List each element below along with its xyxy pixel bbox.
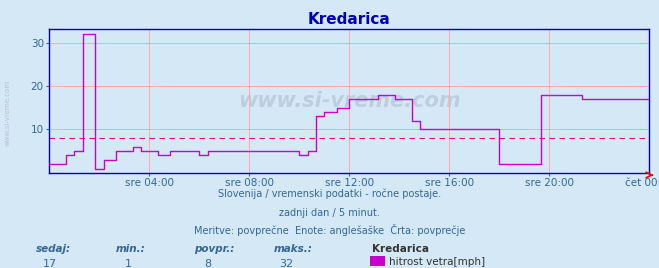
Text: povpr.:: povpr.: xyxy=(194,244,235,254)
Text: 32: 32 xyxy=(279,259,294,268)
Text: hitrost vetra[mph]: hitrost vetra[mph] xyxy=(389,257,486,267)
Text: www.si-vreme.com: www.si-vreme.com xyxy=(5,80,11,146)
Text: Slovenija / vremenski podatki - ročne postaje.: Slovenija / vremenski podatki - ročne po… xyxy=(218,188,441,199)
Text: 8: 8 xyxy=(204,259,211,268)
Text: Kredarica: Kredarica xyxy=(372,244,429,254)
Text: min.:: min.: xyxy=(115,244,145,254)
Text: 1: 1 xyxy=(125,259,132,268)
Text: zadnji dan / 5 minut.: zadnji dan / 5 minut. xyxy=(279,208,380,218)
Text: www.si-vreme.com: www.si-vreme.com xyxy=(238,91,461,111)
Text: Meritve: povprečne  Enote: anglešaške  Črta: povprečje: Meritve: povprečne Enote: anglešaške Črt… xyxy=(194,225,465,236)
Title: Kredarica: Kredarica xyxy=(308,12,391,27)
Text: maks.:: maks.: xyxy=(273,244,312,254)
Text: 17: 17 xyxy=(42,259,57,268)
Text: sedaj:: sedaj: xyxy=(36,244,71,254)
